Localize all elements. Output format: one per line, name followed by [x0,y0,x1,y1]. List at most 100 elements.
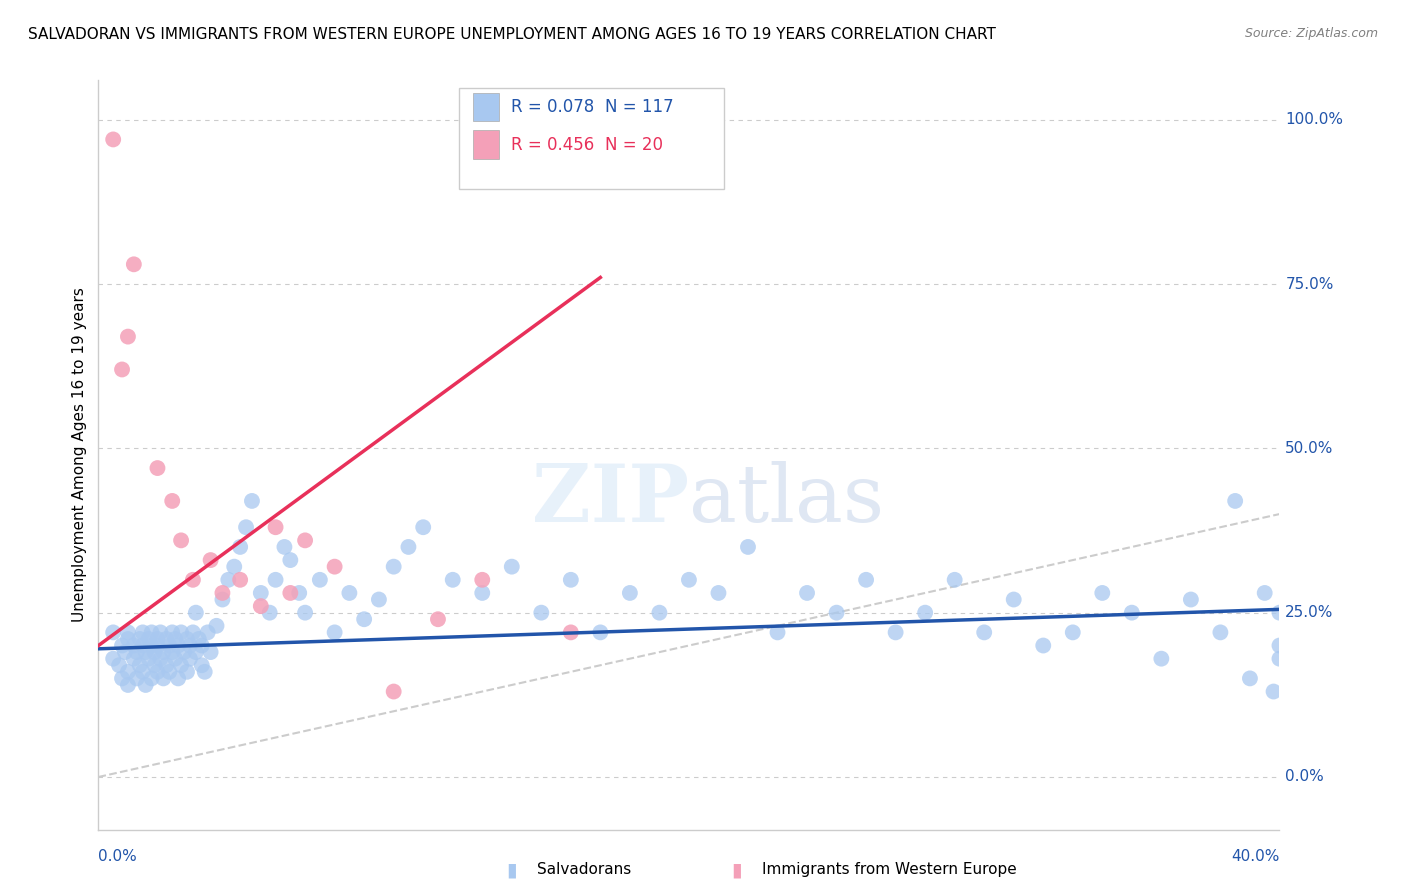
Point [1091,586,1114,600]
Point [1032,639,1054,653]
Point [173,645,195,659]
Point [135,645,157,659]
Point [211,586,233,600]
Point [530,606,553,620]
Point [132,625,155,640]
Point [200,645,222,659]
Point [165,632,187,646]
Point [152,645,174,659]
FancyBboxPatch shape [472,130,499,159]
Point [165,651,187,665]
Point [184,645,207,659]
Point [441,573,464,587]
Text: 0.0%: 0.0% [1285,770,1324,784]
Point [122,651,145,665]
Point [648,606,671,620]
Point [288,586,311,600]
Point [181,625,204,640]
Point [309,573,332,587]
Point [1062,625,1084,640]
Point [128,658,150,673]
Point [737,540,759,554]
Point [122,639,145,653]
Point [224,559,246,574]
Point [353,612,375,626]
Point [707,586,730,600]
Point [1002,592,1025,607]
Point [103,651,125,665]
Point [229,573,252,587]
Point [170,658,193,673]
Point [162,625,183,640]
Point [146,632,169,646]
Text: Immigrants from Western Europe: Immigrants from Western Europe [762,863,1017,877]
Point [1268,606,1291,620]
Point [157,639,180,653]
Point [170,533,193,548]
Point [141,672,163,686]
Text: N = 20: N = 20 [605,136,664,153]
Point [184,606,207,620]
Point [155,632,177,646]
FancyBboxPatch shape [472,93,499,121]
Point [141,625,163,640]
Point [111,362,134,376]
Point [412,520,434,534]
Point [179,639,201,653]
Point [170,625,193,640]
Point [264,520,287,534]
Point [132,639,155,653]
Point [179,651,201,665]
Point [235,520,257,534]
Point [250,586,273,600]
Point [884,625,907,640]
Point [589,625,612,640]
Point [117,632,139,646]
Point [125,672,148,686]
Point [197,625,219,640]
Point [149,625,172,640]
Point [1263,684,1285,698]
Point [149,651,172,665]
Text: R = 0.456: R = 0.456 [510,136,593,153]
Point [825,606,848,620]
Point [471,586,494,600]
Text: 25.0%: 25.0% [1285,605,1334,620]
Point [205,619,228,633]
Point [128,632,150,646]
Point [1225,494,1247,508]
Point [678,573,700,587]
Text: SALVADORAN VS IMMIGRANTS FROM WESTERN EUROPE UNEMPLOYMENT AMONG AGES 16 TO 19 YE: SALVADORAN VS IMMIGRANTS FROM WESTERN EU… [28,27,995,42]
Point [943,573,966,587]
Point [194,665,217,679]
Point [117,625,139,640]
Point [122,257,145,271]
Point [280,553,302,567]
Point [323,559,346,574]
Point [259,606,281,620]
Point [368,592,391,607]
Text: 50.0%: 50.0% [1285,441,1334,456]
Point [1254,586,1277,600]
Point [1239,672,1261,686]
Point [323,625,346,640]
Point [339,586,361,600]
Text: 100.0%: 100.0% [1285,112,1343,128]
Point [250,599,273,613]
Point [103,132,125,146]
Point [138,651,160,665]
Point [135,678,157,692]
Point [280,586,302,600]
Point [181,573,204,587]
Point [191,658,214,673]
Point [117,678,139,692]
Point [229,540,252,554]
Point [117,329,139,343]
Point [162,494,183,508]
Point [1268,639,1291,653]
Point [111,639,134,653]
Point [132,665,155,679]
Point [146,461,169,475]
Point [162,645,183,659]
Point [176,632,198,646]
